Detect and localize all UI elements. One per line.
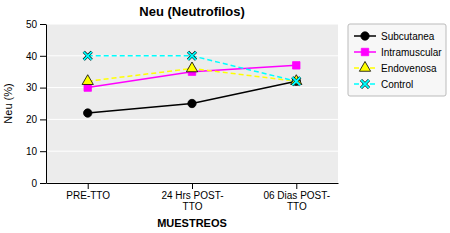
legend-item: Control	[354, 79, 413, 90]
series	[84, 62, 300, 92]
marker	[186, 62, 197, 72]
y-tick: 50	[26, 19, 46, 30]
y-tick-label: 20	[26, 114, 38, 125]
series-line	[88, 81, 297, 113]
x-tick-label: PRE-TTO	[66, 190, 110, 201]
marker	[293, 62, 300, 69]
y-tick-mark	[40, 119, 46, 120]
marker-group	[84, 52, 92, 60]
marker	[188, 99, 196, 107]
grid-line	[46, 119, 338, 120]
y-tick: 20	[26, 114, 46, 125]
marker-group	[291, 75, 302, 85]
legend-label: Control	[381, 79, 413, 90]
marker-group	[82, 75, 93, 85]
x-tick-mark	[296, 183, 297, 189]
marker	[84, 52, 92, 60]
x-axis-title: MUESTREOS	[157, 217, 227, 229]
marker	[291, 75, 302, 85]
grid	[46, 24, 338, 183]
legend-item: Subcutanea	[354, 31, 435, 42]
marker	[188, 52, 196, 60]
legend-label: Subcutanea	[381, 31, 435, 42]
marker	[82, 75, 93, 85]
x-tick-label: 24 Hrs POST-TTO	[161, 190, 223, 212]
x-tick: 06 Dias POST-TTO	[263, 183, 330, 212]
y-axis: 0 10 20 30 40 50	[26, 19, 47, 189]
plot-background	[46, 24, 338, 183]
legend-label: Endovenosa	[381, 63, 437, 74]
y-tick-label: 0	[31, 178, 37, 189]
y-tick: 10	[26, 146, 46, 157]
legend-marker	[361, 48, 368, 55]
series	[82, 62, 302, 84]
legend-frame	[348, 24, 446, 96]
marker	[292, 77, 300, 85]
y-axis-line	[46, 25, 47, 184]
y-tick: 30	[26, 82, 46, 93]
legend-item: Intramuscular	[354, 47, 442, 58]
marker-outline	[84, 52, 92, 60]
y-tick-mark	[40, 56, 46, 57]
legend-marker-group	[359, 61, 370, 71]
y-tick-label: 40	[26, 51, 38, 62]
marker-group	[188, 99, 196, 107]
y-tick-mark	[40, 183, 46, 184]
legend-marker	[361, 80, 369, 88]
plot: 0 10 20 30 40 50 PRE-TTO 24 Hrs POST-TTO 06 Dias…	[26, 19, 339, 212]
marker-group	[84, 109, 92, 117]
chart: 0 10 20 30 40 50 PRE-TTO 24 Hrs POST-TTO 06 Dias…	[0, 0, 450, 233]
y-tick: 40	[26, 51, 46, 62]
x-tick-mark	[88, 183, 89, 189]
y-tick-label: 30	[26, 82, 38, 93]
marker-group	[84, 84, 91, 91]
marker-group	[292, 77, 300, 85]
legend-marker-group	[361, 48, 368, 55]
grid-line	[46, 24, 338, 25]
marker-group	[293, 62, 300, 69]
y-tick-label: 10	[26, 146, 38, 157]
marker-outline	[188, 52, 196, 60]
marker-outline	[292, 77, 300, 85]
x-tick: 24 Hrs POST-TTO	[161, 183, 223, 212]
legend-marker-group	[361, 80, 369, 88]
series-line	[88, 56, 297, 81]
legend-marker	[359, 61, 370, 71]
grid-line	[46, 151, 338, 152]
y-tick-label: 50	[26, 19, 38, 30]
legend-marker	[361, 32, 369, 40]
marker	[84, 84, 91, 91]
y-tick-mark	[40, 24, 46, 25]
x-axis: PRE-TTO 24 Hrs POST-TTO 06 Dias POST-TTO	[47, 183, 339, 212]
marks	[82, 52, 302, 117]
y-tick-mark	[40, 151, 46, 152]
legend: Subcutanea Intramuscular Endovenosa Control	[348, 24, 446, 96]
x-tick: PRE-TTO	[66, 183, 110, 201]
marker	[84, 109, 92, 117]
marker-group	[188, 52, 196, 60]
x-tick-label: 06 Dias POST-TTO	[263, 190, 330, 212]
marker-group	[186, 62, 197, 72]
y-axis-title: Neu (%)	[2, 83, 14, 123]
x-tick-mark	[192, 183, 193, 189]
legend-marker-group	[361, 32, 369, 40]
title: Neu (Neutrofilos)	[139, 4, 244, 19]
legend-item: Endovenosa	[354, 61, 437, 73]
series	[84, 52, 301, 85]
legend-label: Intramuscular	[381, 47, 442, 58]
y-tick: 0	[31, 178, 46, 189]
y-tick-mark	[40, 88, 46, 89]
legend-marker-outline	[361, 80, 369, 88]
